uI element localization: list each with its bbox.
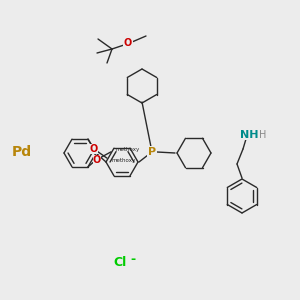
Text: methoxy: methoxy xyxy=(116,147,140,152)
Text: -: - xyxy=(130,254,135,266)
Text: O: O xyxy=(90,144,98,154)
Text: O: O xyxy=(124,38,132,48)
Text: Pd: Pd xyxy=(12,145,32,159)
Text: H: H xyxy=(259,130,267,140)
Text: methoxy: methoxy xyxy=(111,158,135,163)
Text: P: P xyxy=(148,147,156,157)
Text: Cl: Cl xyxy=(113,256,126,268)
Text: NH: NH xyxy=(240,130,258,140)
Text: O: O xyxy=(93,155,101,165)
